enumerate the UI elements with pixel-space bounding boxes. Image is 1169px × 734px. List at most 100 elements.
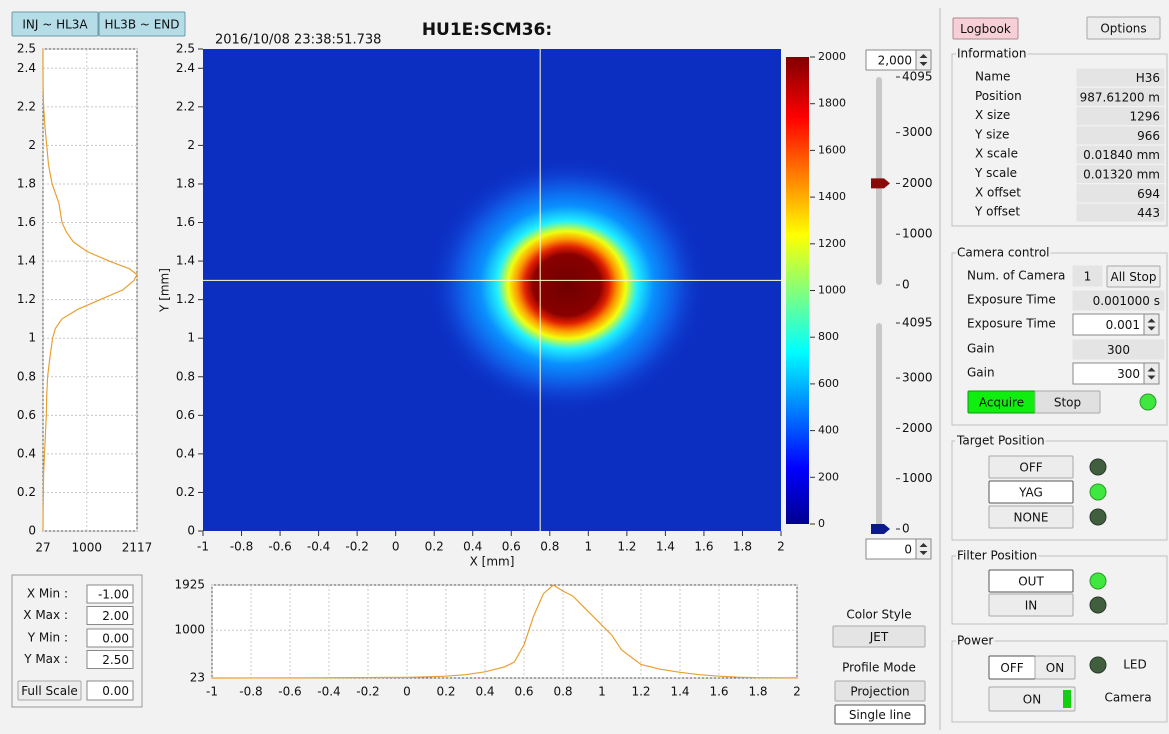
slider-tick-label: 3000 [902, 371, 933, 385]
slider-tick-label: 2000 [902, 421, 933, 435]
camera-value-text: 0.001000 s [1093, 294, 1160, 308]
x-tick-label: 1.8 [733, 540, 752, 554]
slider-tick-label: 1000 [902, 227, 933, 241]
led [1090, 459, 1106, 475]
slider-track[interactable] [876, 323, 882, 529]
profile-mode-button-label: Single line [849, 708, 911, 722]
camera-label: Exposure Time [967, 293, 1056, 307]
y-tick-label: 1.4 [176, 254, 195, 268]
y-tick-label: 1.4 [17, 254, 36, 268]
x-tick-label: 1.4 [656, 540, 675, 554]
slider-tick-label: 4095 [902, 70, 933, 84]
tab-label: HL3B ~ END [104, 18, 179, 32]
x-tick-label: 0.4 [475, 685, 494, 699]
target-group-title: Target Position [956, 434, 1045, 448]
camera-spin-arrows[interactable] [1144, 314, 1159, 335]
camera-label: Gain [967, 342, 995, 356]
colorbar-tick-label: 400 [818, 424, 839, 437]
y-tick-label: 0.6 [176, 408, 195, 422]
camera-spin-arrows[interactable] [1144, 363, 1159, 384]
info-label: Position [975, 89, 1022, 103]
slider-spin-arrows[interactable] [916, 539, 931, 559]
target-group-button-label: OFF [1019, 461, 1042, 475]
camera-group-title: Camera control [957, 246, 1050, 260]
x-tick-label: 27 [35, 541, 50, 555]
x-tick-label: 1.6 [694, 540, 713, 554]
y-tick-label: 2.5 [17, 42, 36, 56]
y-tick-label: 0.8 [176, 369, 195, 383]
slider-tick-label: 1000 [902, 471, 933, 485]
y-tick-label: 23 [190, 671, 205, 685]
x-tick-label: 0.8 [540, 540, 559, 554]
stop-button-label: Stop [1054, 396, 1081, 410]
y-tick-label: 2.4 [176, 61, 195, 75]
x-axis-label: X [mm] [470, 555, 515, 569]
info-label: Y size [974, 127, 1009, 141]
colorbar-tick-label: 200 [818, 470, 839, 483]
slider-spin-text: 2,000 [878, 54, 912, 68]
x-tick-label: 1000 [71, 541, 102, 555]
camera-num-text: 1 [1084, 270, 1092, 284]
x-tick-label: -0.6 [278, 685, 301, 699]
y-tick-label: 0.8 [17, 369, 36, 383]
y-tick-label: 0 [187, 524, 195, 538]
y-tick-label: 2.5 [176, 42, 195, 56]
info-value-text: 0.01840 mm [1083, 148, 1160, 162]
x-tick-label: 0 [403, 685, 411, 699]
x-tick-label: 0.8 [553, 685, 572, 699]
y-tick-label: 0 [28, 524, 36, 538]
x-tick-label: 2 [793, 685, 801, 699]
x-tick-label: -0.8 [230, 540, 253, 554]
bottom-profile-plot [212, 585, 797, 678]
x-tick-label: 2 [777, 540, 785, 554]
colorbar-tick-label: 0 [818, 517, 825, 530]
filter-group-title: Filter Position [957, 549, 1037, 563]
y-tick-label: 1.6 [17, 215, 36, 229]
x-tick-label: 0.6 [514, 685, 533, 699]
range-field-text: -1.00 [98, 588, 129, 602]
camera-spin-text: 300 [1117, 367, 1140, 381]
info-label: X size [975, 108, 1010, 122]
x-tick-label: 1.4 [670, 685, 689, 699]
y-tick-label: 1.8 [176, 176, 195, 190]
camera-value-text: 300 [1107, 343, 1130, 357]
slider-spin-text: 0 [904, 543, 912, 557]
range-field-text: 0.00 [102, 632, 129, 646]
x-tick-label: -0.2 [356, 685, 379, 699]
slider-tick-label: 0 [902, 278, 910, 292]
x-tick-label: -1 [197, 540, 209, 554]
x-tick-label: 1.8 [748, 685, 767, 699]
slider-tick-label: 2000 [902, 176, 933, 190]
range-field-text: 2.50 [102, 653, 129, 667]
full-scale-button-label: Full Scale [21, 684, 78, 698]
led [1090, 657, 1106, 673]
y-axis-label: Y [mm] [158, 268, 172, 313]
x-tick-label: -1 [206, 685, 218, 699]
power-led-button-label: OFF [1000, 661, 1023, 675]
y-tick-label: 2 [28, 138, 36, 152]
x-tick-label: -0.4 [317, 685, 340, 699]
info-value-text: 0.01320 mm [1083, 168, 1160, 182]
info-value-text: 694 [1137, 187, 1160, 201]
y-tick-label: 1.2 [17, 292, 36, 306]
x-tick-label: 1.6 [709, 685, 728, 699]
y-tick-label: 1.6 [176, 215, 195, 229]
slider-spin-arrows[interactable] [916, 50, 931, 70]
x-tick-label: -0.2 [345, 540, 368, 554]
beam-halo [427, 157, 707, 413]
y-tick-label: 2.2 [176, 99, 195, 113]
y-tick-label: 1.8 [17, 176, 36, 190]
led [1090, 597, 1106, 613]
camera-label: Num. of Camera [967, 269, 1065, 283]
target-group-button-label: YAG [1018, 486, 1043, 500]
timestamp: 2016/10/08 23:38:51.738 [215, 33, 381, 48]
camera-spin-text: 0.001 [1106, 318, 1140, 332]
color-style-button-label: JET [869, 630, 889, 644]
filter-group-button-label: IN [1025, 599, 1038, 613]
y-tick-label: 0.4 [17, 446, 36, 460]
power-led-button-label: ON [1046, 661, 1064, 675]
slider-tick-label: 3000 [902, 125, 933, 139]
x-tick-label: 1 [598, 685, 606, 699]
info-value-text: 1296 [1129, 110, 1160, 124]
y-tick-label: 1 [28, 331, 36, 345]
